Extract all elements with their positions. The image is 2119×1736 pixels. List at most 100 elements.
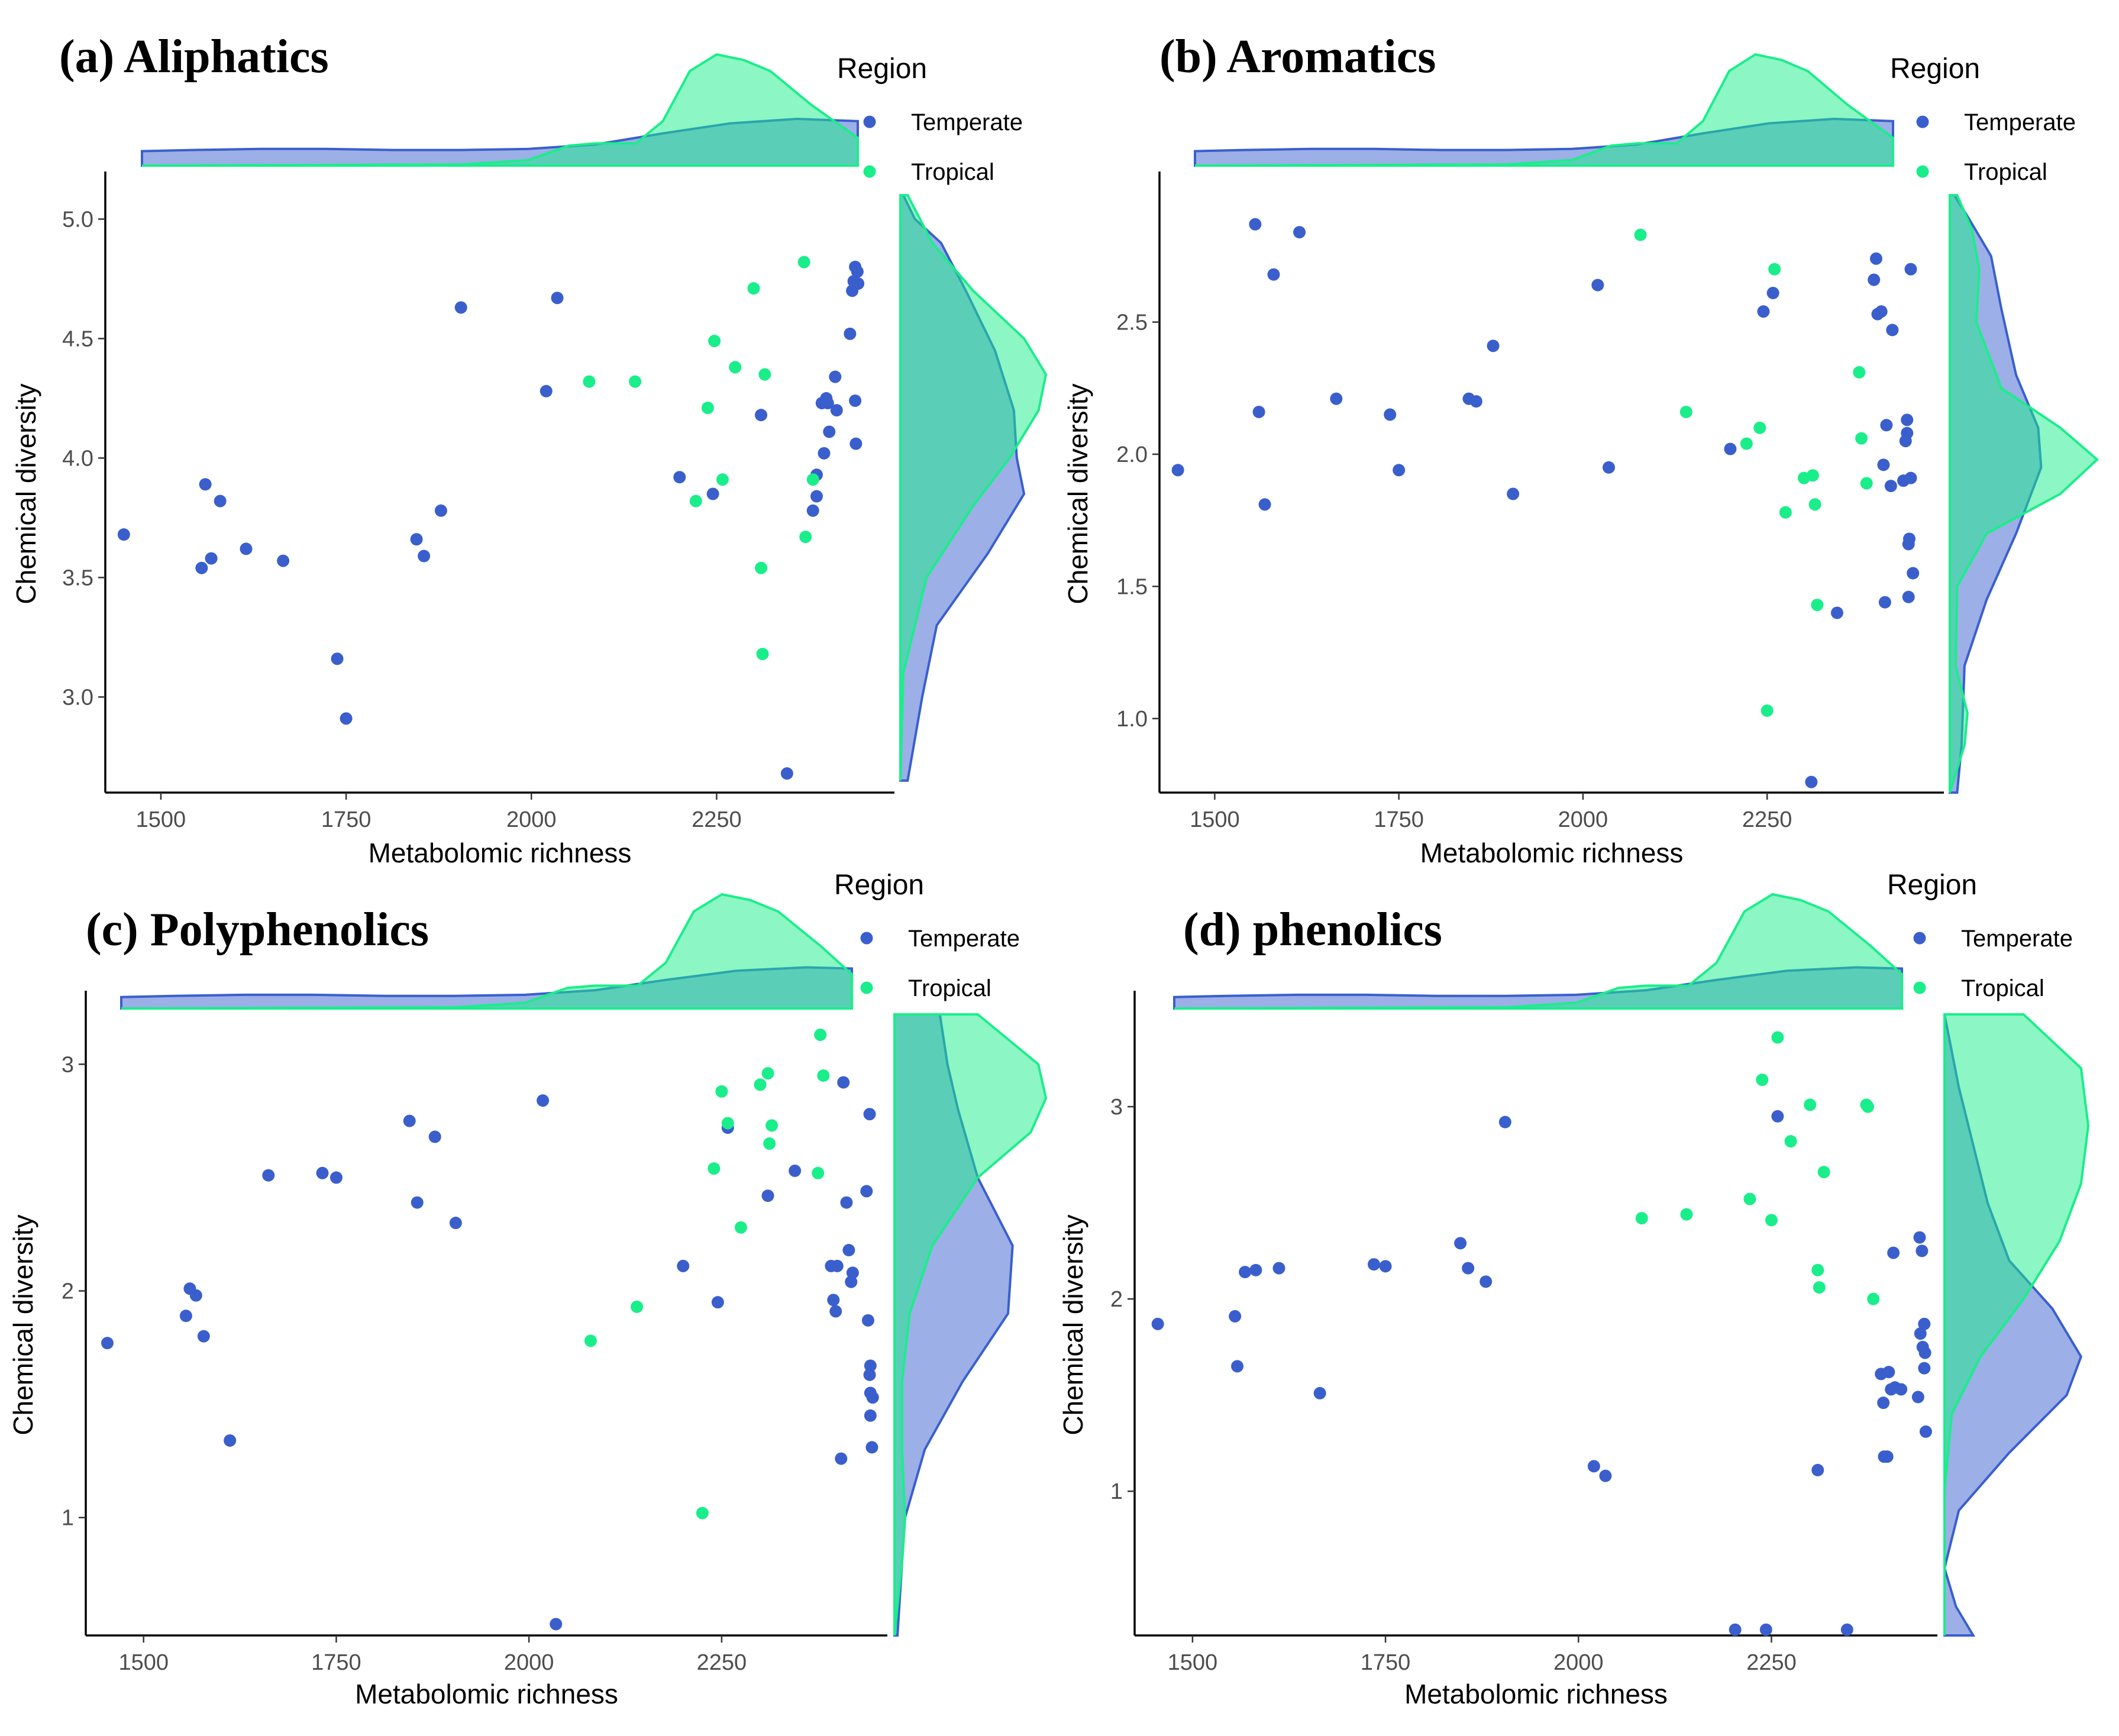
x-tick-label: 1750 <box>321 807 372 832</box>
data-point-temperate <box>866 1391 879 1404</box>
data-point-temperate <box>1759 1623 1772 1636</box>
legend-label-temperate: Temperate <box>1961 926 2073 952</box>
panel-b: (b) Aromatics 1500 1750 2000 2250 1.0 1.5 2.0 2… <box>1062 31 2099 868</box>
data-point-tropical <box>754 1078 767 1091</box>
data-point-temperate <box>1884 480 1897 493</box>
data-point-temperate <box>1602 461 1615 474</box>
series-tropical <box>1634 228 1873 717</box>
series-temperate <box>1151 1110 1932 1636</box>
y-tick-label: 2 <box>1110 1287 1123 1312</box>
data-point-tropical <box>814 1028 827 1041</box>
x-tick-label: 1500 <box>1168 1650 1218 1675</box>
data-point-temperate <box>844 327 857 340</box>
data-point-temperate <box>428 1130 441 1143</box>
data-point-temperate <box>1591 279 1604 292</box>
right-marginal-density <box>1949 194 2099 794</box>
data-point-tropical <box>756 648 769 661</box>
legend-title: Region <box>837 53 927 85</box>
data-point-tropical <box>708 1162 721 1175</box>
data-point-temperate <box>864 1359 877 1372</box>
data-point-tropical <box>1765 1214 1778 1227</box>
legend-title: Region <box>834 869 924 901</box>
data-point-temperate <box>1886 324 1899 337</box>
x-axis-title: Metabolomic richness <box>1404 1679 1668 1709</box>
y-tick-label: 5.0 <box>62 207 93 232</box>
data-point-temperate <box>1393 464 1406 477</box>
y-axis-title: Chemical diversity <box>8 1214 38 1435</box>
data-point-temperate <box>331 652 344 665</box>
legend: Region Temperate Tropical <box>1887 869 2073 1001</box>
data-point-temperate <box>1249 218 1262 231</box>
data-point-temperate <box>849 394 862 407</box>
panel-title: (d) phenolics <box>1183 904 1442 956</box>
data-point-temperate <box>842 1244 855 1257</box>
data-point-temperate <box>403 1114 416 1127</box>
data-point-temperate <box>1272 1262 1285 1275</box>
data-point-tropical <box>1853 366 1866 379</box>
data-point-temperate <box>418 549 431 562</box>
data-point-temperate <box>1239 1266 1252 1279</box>
data-point-temperate <box>829 1305 842 1318</box>
top-marginal-density <box>1173 893 1903 1010</box>
data-point-temperate <box>1911 1391 1924 1404</box>
data-point-tropical <box>1753 421 1766 434</box>
series-tropical <box>583 256 819 661</box>
data-point-temperate <box>1840 1623 1853 1636</box>
data-point-tropical <box>583 375 596 388</box>
data-point-temperate <box>214 494 227 507</box>
legend-key-temperate <box>860 932 873 945</box>
data-point-temperate <box>537 1094 550 1107</box>
series-tropical <box>1635 1031 1880 1305</box>
data-point-tropical <box>716 473 729 486</box>
data-point-temperate <box>865 1441 878 1454</box>
legend: Region Temperate Tropical <box>837 53 1023 185</box>
data-point-tropical <box>763 1137 776 1150</box>
data-point-temperate <box>846 1266 859 1279</box>
data-point-tropical <box>797 256 810 269</box>
legend-label-tropical: Tropical <box>908 975 991 1001</box>
legend-label-temperate: Temperate <box>908 926 1020 952</box>
data-point-temperate <box>1487 340 1500 353</box>
data-point-temperate <box>179 1310 192 1323</box>
data-point-tropical <box>817 1069 830 1082</box>
y-tick-label: 2 <box>62 1279 74 1304</box>
data-point-temperate <box>1902 532 1916 545</box>
legend-key-tropical <box>1913 981 1926 994</box>
y-axis-title: Chemical diversity <box>11 383 41 604</box>
data-point-tropical <box>1811 1263 1824 1276</box>
data-point-temperate <box>863 1108 876 1121</box>
data-point-tropical <box>761 1067 774 1080</box>
y-tick-label: 1.0 <box>1116 707 1148 732</box>
panel-c-plot: 1500 1750 2000 2250 1 2 3 Metabolomic richness C… <box>8 869 1048 1709</box>
data-point-temperate <box>1918 1346 1931 1359</box>
data-point-temperate <box>806 504 819 517</box>
y-tick-label: 3 <box>1110 1095 1123 1120</box>
top-marginal-density <box>141 53 859 167</box>
data-point-temperate <box>197 1330 210 1343</box>
data-point-temperate <box>411 1196 424 1209</box>
data-point-temperate <box>829 370 842 383</box>
data-point-temperate <box>1868 273 1881 286</box>
x-tick-label: 2000 <box>506 807 557 832</box>
top-marginal-density <box>1194 53 1894 167</box>
data-point-temperate <box>1480 1275 1493 1288</box>
data-point-temperate <box>1918 1317 1931 1330</box>
x-tick-label: 2250 <box>1742 807 1792 832</box>
x-tick-label: 1500 <box>1190 807 1240 832</box>
data-point-temperate <box>1330 392 1343 405</box>
x-tick-label: 2250 <box>697 1650 747 1675</box>
data-point-tropical <box>1804 1098 1817 1111</box>
data-point-tropical <box>584 1334 597 1347</box>
data-point-temperate <box>1918 1362 1931 1375</box>
data-point-tropical <box>1855 432 1868 445</box>
data-point-tropical <box>715 1085 728 1098</box>
data-point-temperate <box>1916 1244 1929 1257</box>
data-point-temperate <box>1252 405 1265 418</box>
data-point-temperate <box>851 265 864 278</box>
data-point-temperate <box>540 384 553 397</box>
data-point-tropical <box>701 402 714 415</box>
data-point-temperate <box>1498 1116 1511 1129</box>
data-point-temperate <box>1881 1450 1894 1463</box>
data-point-temperate <box>677 1259 690 1272</box>
data-point-temperate <box>330 1171 343 1184</box>
